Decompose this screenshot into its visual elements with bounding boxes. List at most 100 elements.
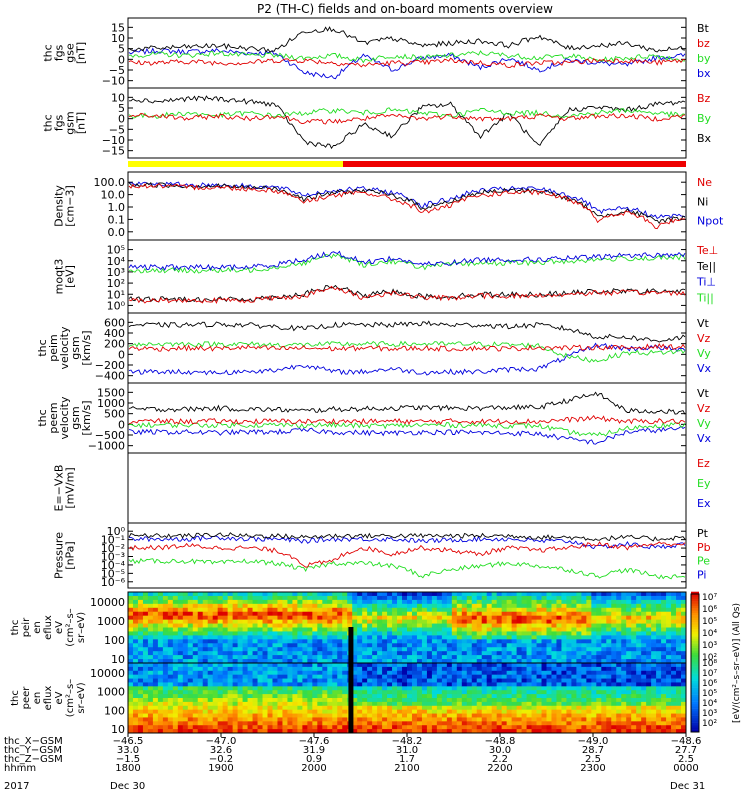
spectro-cell [182,725,189,730]
spectro-cell [202,709,209,714]
colorbar-tick: 10⁵ [702,617,717,627]
spectro-cell [252,627,258,632]
spectro-cell [611,670,617,676]
spectro-cell [436,659,443,664]
spectro-cell [147,619,154,624]
spectro-cell [377,655,383,660]
spectro-cell [486,607,493,613]
spectro-cell [307,666,313,672]
spectro-cell [352,690,358,695]
spectro-cell [471,686,478,691]
spectro-cell [566,729,572,734]
spectro-cell [212,647,219,652]
spectro-cell [282,717,288,722]
spectro-cell [137,647,144,652]
spectro-cell [666,721,672,726]
spectro-cell [596,698,602,703]
spectro-cell [407,595,413,601]
spectro-cell [262,705,268,711]
spectro-cell [128,647,134,652]
spectro-cell [656,627,662,632]
spectro-cell [287,615,293,621]
spectro-cell [277,619,283,624]
spectro-cell [147,694,154,699]
spectro-cell [596,599,602,605]
spectro-cell [421,651,428,656]
spectro-cell [641,729,647,734]
spectro-cell [631,639,637,644]
spectro-cell [128,690,134,695]
spectro-cell [561,721,567,726]
spectro-cell [536,663,542,668]
spectro-cell [611,619,617,624]
colorbar-step [691,640,699,644]
spectro-cell [262,698,268,703]
spectro-cell [327,603,333,609]
spectro-cell [297,611,303,617]
spectro-cell [167,663,174,668]
spectro-cell [451,631,458,636]
spectro-cell [157,666,164,672]
spectro-cell [526,698,532,703]
spectro-cell [516,659,522,664]
spectro-cell [192,690,199,695]
spectro-cell [397,709,403,714]
spectro-cell [332,709,338,714]
spectro-cell [342,627,348,632]
spectro-cell [561,635,567,640]
spectro-cell [227,635,234,640]
spectro-cell [272,592,278,597]
spectro-cell [402,698,408,703]
spectro-cell [207,717,214,722]
colorbar-step [691,629,699,632]
spectro-cell [591,599,597,605]
spectro-cell [636,709,642,714]
spectro-cell [426,655,433,660]
spectro-cell [416,698,423,703]
spectro-cell [402,607,408,613]
spectro-cell [202,701,209,707]
spectro-cell [282,619,288,624]
spectro-cell [147,666,154,672]
spectro-cell [402,615,408,621]
colorbar-step [691,701,699,705]
spectro-cell [167,627,174,632]
spectro-cell [312,592,318,597]
spectro-cell [277,592,283,597]
spectro-cell [666,635,672,640]
spectro-cell [187,678,194,683]
spectro-cell [651,663,657,668]
spectro-cell [661,701,667,707]
spectro-cell [611,647,617,652]
spectro-cell [536,592,542,597]
spectro-cell [128,663,134,668]
colorbar-step [691,722,699,726]
spectro-cell [377,721,383,726]
spectro-cell [531,686,537,691]
spectro-cell [282,670,288,676]
spectro-cell [626,701,632,707]
spectro-cell [491,701,498,707]
spectro-cell [606,599,612,605]
spectro-cell [526,713,532,718]
spectro-cell [157,651,164,656]
spectro-cell [656,678,662,683]
spectro-cell [441,639,448,644]
colorbar-step [691,610,699,614]
spectro-cell [671,619,677,624]
spectro-cell [377,725,383,730]
spectro-cell [511,592,517,597]
spectro-cell [506,713,513,718]
spectro-cell [506,639,513,644]
spectro-cell [416,639,423,644]
spectro-cell [197,674,204,679]
ytick-label: −500 [95,429,125,442]
spectro-cell [621,635,627,640]
spectro-cell [656,709,662,714]
spectro-cell [277,623,283,628]
spectro-cell [377,686,383,691]
spectro-cell [446,674,453,679]
spectro-cell [392,647,398,652]
spectro-cell [606,659,612,664]
spectro-cell [596,721,602,726]
